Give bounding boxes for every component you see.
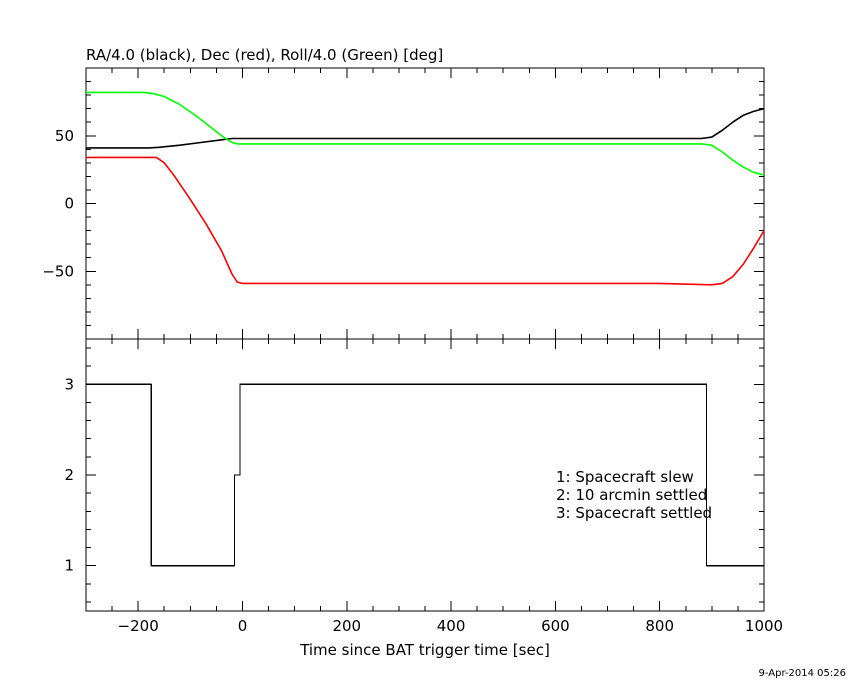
top-panel-title: RA/4.0 (black), Dec (red), Roll/4.0 (Gre… [86,46,443,64]
x-axis-label: Time since BAT trigger time [sec] [299,641,550,659]
series-line-settling-status [86,383,764,567]
legend-entry: 1: Spacecraft slew [556,468,694,486]
top-y-tick-label: 0 [64,195,74,213]
timestamp: 9-Apr-2014 05:26 [759,668,846,679]
bottom-y-tick-label: 2 [64,466,74,484]
top-y-tick-label: −50 [42,262,74,280]
x-tick-label: 600 [541,617,570,635]
legend-entry: 2: 10 arcmin settled [556,486,707,504]
bottom-y-tick-label: 3 [64,375,74,393]
x-tick-label: 0 [238,617,248,635]
series-line-ra-4-0 [86,107,765,149]
x-tick-label: 800 [645,617,674,635]
settling-status-panel: 3 2 1 −200 0 200 400 600 800 1000 1: Spacecraft sl… [64,338,783,635]
bottom-y-tick-label: 1 [64,557,74,575]
x-tick-label: 400 [437,617,466,635]
series-line-dec [86,156,765,286]
series-line-roll-4-0 [86,91,765,176]
legend-entry: 3: Spacecraft settled [556,504,712,522]
top-y-tick-label: 50 [55,127,74,145]
x-tick-label: −200 [118,617,159,635]
top-panel-frame [85,67,765,340]
x-tick-label: 200 [332,617,361,635]
attitude-panel: 50 0 −50 [42,67,765,340]
x-tick-label: 1000 [745,617,783,635]
